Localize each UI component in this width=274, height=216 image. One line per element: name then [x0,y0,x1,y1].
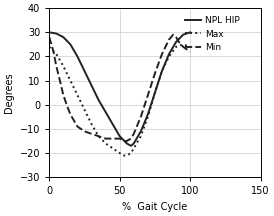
Max [69,79,72,82]
Min [172,33,175,36]
Max [146,116,150,118]
NPL HIP [146,113,150,116]
NPL HIP [139,130,142,133]
Min [129,137,133,140]
Min [83,130,86,133]
Min [160,53,164,55]
Max [153,91,156,94]
Min [55,65,58,67]
Max [167,55,171,58]
Min [139,116,142,118]
NPL HIP [125,142,129,145]
Max [48,46,51,48]
Min [52,50,55,53]
Min [132,132,135,135]
Max [160,70,164,72]
Min [125,140,129,142]
Min [73,120,76,123]
NPL HIP [76,55,79,58]
Max [111,147,114,149]
NPL HIP [83,70,86,72]
Max [125,154,129,157]
Min [66,106,69,108]
Line: Max: Max [49,44,190,156]
X-axis label: %  Gait Cycle: % Gait Cycle [122,202,187,212]
Min [111,137,114,140]
Max [118,152,121,154]
Max [55,53,58,55]
Min [69,113,72,116]
NPL HIP [48,31,51,34]
Max [104,142,107,145]
NPL HIP [111,123,114,125]
NPL HIP [129,145,133,147]
NPL HIP [189,31,192,34]
Max [97,135,100,137]
Min [90,132,93,135]
Max [175,46,178,48]
Min [59,82,62,84]
NPL HIP [132,142,135,145]
NPL HIP [167,53,171,55]
Max [189,46,192,48]
NPL HIP [55,32,58,35]
NPL HIP [69,43,72,46]
Max [181,43,185,46]
Min [153,72,156,75]
Min [76,125,79,128]
Y-axis label: Degrees: Degrees [4,72,14,113]
Min [177,41,181,43]
NPL HIP [153,91,156,94]
Min [146,94,150,96]
Min [189,50,192,53]
NPL HIP [104,111,107,113]
Line: NPL HIP: NPL HIP [49,32,190,146]
Min [97,135,100,137]
Max [129,152,133,154]
Min [48,36,51,38]
Min [175,36,178,38]
Min [104,137,107,140]
NPL HIP [62,36,65,38]
Max [90,123,93,125]
Min [118,137,121,140]
Min [167,38,171,41]
Min [181,46,185,48]
Max [122,154,125,157]
Min [62,94,65,96]
NPL HIP [181,33,185,36]
NPL HIP [97,99,100,101]
Max [76,94,79,96]
Max [132,147,135,149]
NPL HIP [175,41,178,43]
Max [83,108,86,111]
NPL HIP [160,70,164,72]
NPL HIP [118,135,121,137]
Legend: NPL HIP, Max, Min: NPL HIP, Max, Min [185,16,239,52]
Min [122,140,125,142]
Max [139,135,142,137]
NPL HIP [90,84,93,87]
Line: Min: Min [49,35,190,141]
Max [62,65,65,67]
